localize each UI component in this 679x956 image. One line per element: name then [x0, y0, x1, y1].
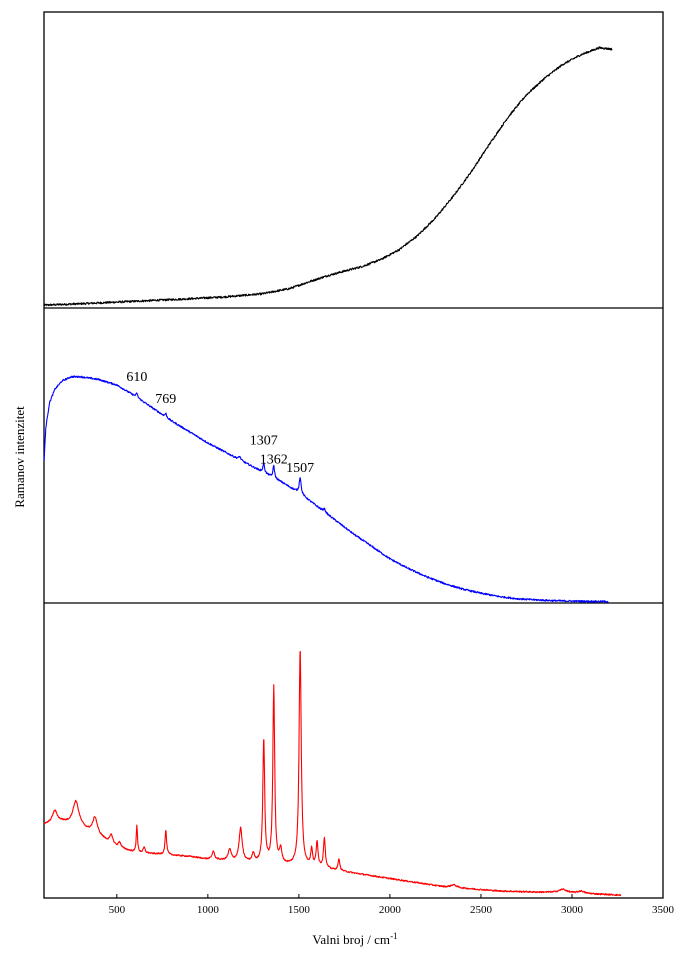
plot-frame: [43, 11, 664, 899]
x-axis-label-text: Valni broj / cm: [312, 932, 390, 947]
peak-label-1362: 1362: [260, 453, 288, 468]
peak-label-769: 769: [155, 392, 176, 407]
spectrum-curves: [43, 46, 622, 897]
x-tick-label-1500: 1500: [288, 904, 311, 916]
x-tick-label-1000: 1000: [197, 904, 220, 916]
spectrum-line-top: [43, 46, 613, 307]
peak-label-1507: 1507: [286, 461, 314, 476]
spectrum-line-middle: [43, 375, 609, 603]
peak-label-1307: 1307: [250, 433, 278, 448]
peak-label-610: 610: [126, 370, 147, 385]
x-tick-label-2000: 2000: [379, 904, 402, 916]
x-tick-label-3500: 3500: [652, 904, 675, 916]
plot-frames: [43, 11, 664, 899]
x-axis-label: Valni broj / cm-1: [312, 931, 397, 947]
spectrum-line-bottom: [43, 650, 622, 897]
x-axis-label-superscript: -1: [390, 931, 398, 941]
x-axis: 500 1000 1500 2000 2500 3000 3500: [109, 894, 675, 916]
x-tick-label-2500: 2500: [470, 904, 493, 916]
x-tick-label-500: 500: [109, 904, 126, 916]
y-axis-label: Ramanov intenzitet: [12, 406, 27, 508]
x-tick-label-3000: 3000: [561, 904, 584, 916]
